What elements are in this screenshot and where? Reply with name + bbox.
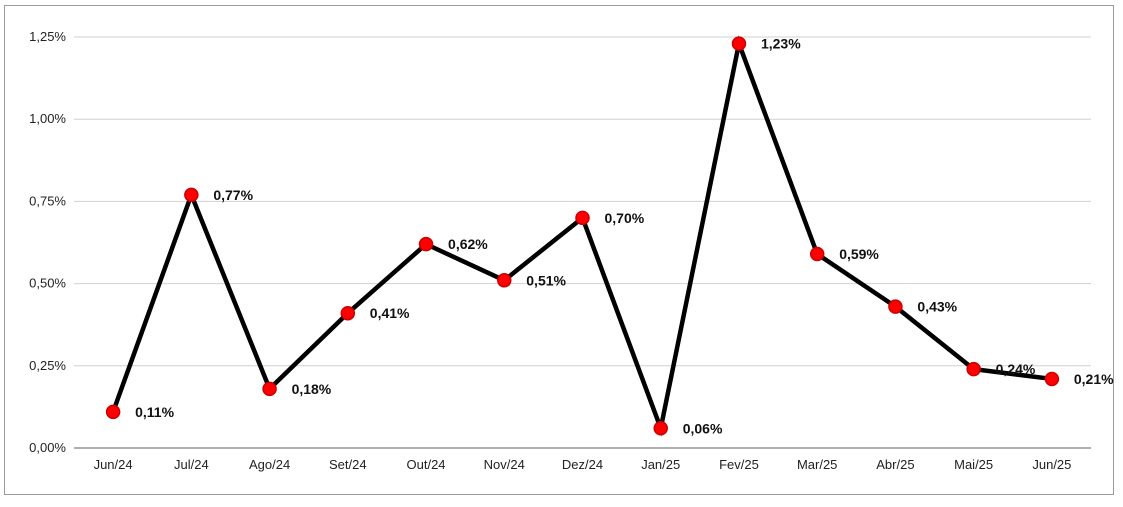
x-tick-label: Jun/24 (94, 457, 133, 472)
x-tick-label: Mar/25 (797, 457, 837, 472)
x-tick-label: Fev/25 (719, 457, 759, 472)
data-point (105, 404, 121, 420)
x-tick-label: Abr/25 (876, 457, 914, 472)
data-point (809, 246, 825, 262)
x-tick-label: Ago/24 (249, 457, 290, 472)
gridlines (74, 36, 1091, 367)
data-label: 0,70% (605, 210, 645, 226)
y-tick-label: 0,00% (29, 440, 66, 455)
data-label: 0,62% (448, 236, 488, 252)
data-point (888, 299, 903, 314)
x-tick-label: Mai/25 (954, 457, 993, 472)
data-label: 0,51% (526, 272, 566, 288)
x-tick-label: Set/24 (329, 457, 367, 472)
data-point (497, 273, 512, 288)
x-tick-label: Dez/24 (562, 457, 603, 472)
x-tick-label: Jan/25 (641, 457, 680, 472)
x-tick-label: Jun/25 (1032, 457, 1071, 472)
data-point (418, 236, 434, 252)
y-tick-label: 0,75% (29, 193, 66, 208)
y-tick-label: 1,00% (29, 111, 66, 126)
data-point (184, 187, 199, 203)
data-label: 0,43% (917, 299, 957, 315)
data-point (340, 305, 356, 321)
data-point (262, 381, 277, 397)
x-tick-label: Jul/24 (174, 457, 209, 472)
x-axis-ticks: Jun/24 Jul/24 Ago/24 Set/24 Out/24 Nov/24 Dez/… (74, 447, 1091, 472)
data-point (1044, 371, 1060, 387)
data-label: 0,18% (292, 381, 332, 397)
chart-frame (4, 5, 1114, 495)
data-label: 0,24% (996, 361, 1036, 377)
data-point (731, 36, 747, 51)
y-axis-ticks: 0,00% 0,25% 0,50% 0,75% 1,00% 1,25% (29, 29, 66, 455)
x-tick-label: Nov/24 (484, 457, 525, 472)
y-tick-label: 1,25% (29, 29, 66, 44)
series-line-layer (110, 35, 1053, 437)
marker-layer (105, 36, 1060, 436)
data-point (653, 421, 668, 436)
data-label: 0,11% (135, 404, 174, 420)
y-tick-label: 0,25% (29, 358, 66, 373)
data-label: 1,23% (761, 36, 801, 52)
data-label: 0,41% (370, 305, 410, 321)
data-label: 0,77% (213, 187, 253, 203)
data-label: 0,06% (683, 420, 723, 436)
data-label: 0,59% (839, 246, 879, 262)
data-point (575, 210, 590, 226)
y-tick-label: 0,50% (29, 276, 66, 291)
series-line (110, 35, 1053, 437)
data-label: 0,21% (1074, 371, 1114, 387)
data-label-layer: 0,11% 0,77% 0,18% 0,41% 0,62% 0,51% 0,70% 0,06%… (135, 36, 1114, 437)
x-tick-label: Out/24 (407, 457, 446, 472)
data-point (966, 361, 981, 377)
